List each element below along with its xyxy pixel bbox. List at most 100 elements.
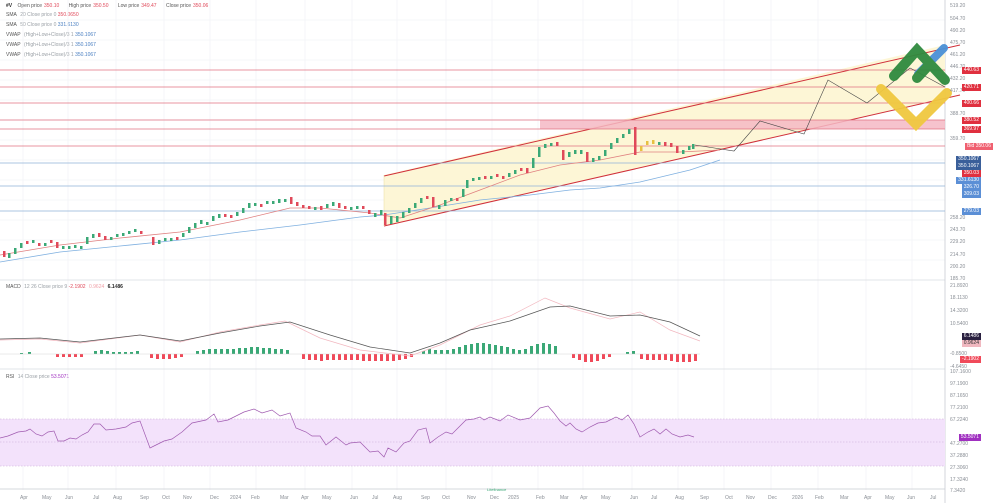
svg-text:Sep: Sep <box>421 495 430 501</box>
svg-text:Apr: Apr <box>20 495 28 501</box>
symbol-label: #V <box>6 3 13 9</box>
grid <box>0 0 945 490</box>
svg-text:2025: 2025 <box>508 495 519 501</box>
svg-text:Feb: Feb <box>536 495 545 501</box>
svg-text:Mar: Mar <box>840 495 849 501</box>
svg-text:14.3200: 14.3200 <box>950 308 968 314</box>
svg-text:2024: 2024 <box>230 495 241 501</box>
svg-text:Apr: Apr <box>301 495 309 501</box>
low-value: 349.47 <box>141 3 157 9</box>
svg-text:Aug: Aug <box>113 495 122 501</box>
svg-text:Jun: Jun <box>350 495 358 501</box>
litefinance-logo-icon <box>876 42 952 132</box>
rsi-band <box>0 419 945 466</box>
svg-text:Jun: Jun <box>65 495 73 501</box>
svg-text:Feb: Feb <box>815 495 824 501</box>
macd-signal-line <box>0 297 701 357</box>
svg-text:Nov: Nov <box>746 495 755 501</box>
svg-text:Sep: Sep <box>700 495 709 501</box>
macd-histogram <box>20 343 697 362</box>
svg-text:490.20: 490.20 <box>950 28 966 34</box>
rsi-legend[interactable]: RSI 14 Close price 53.5071 <box>6 374 70 380</box>
svg-text:214.70: 214.70 <box>950 252 966 258</box>
rsi-value-tag: 53.5071 <box>958 434 981 441</box>
vwap-tag-2: 350.1067 <box>956 163 981 170</box>
price-axis: 519.20 504.70 490.20 475.70 461.20 446.70 43… <box>950 3 966 282</box>
resistance-zone <box>540 120 945 129</box>
sma20-tag: 350.03 <box>961 170 981 177</box>
svg-text:200.20: 200.20 <box>950 264 966 270</box>
svg-text:May: May <box>42 495 52 501</box>
svg-text:Mar: Mar <box>560 495 569 501</box>
macd-axis: 21.8920 18.1130 14.3200 10.5400 -0.8500 -4.6… <box>950 283 968 370</box>
svg-text:Dec: Dec <box>768 495 777 501</box>
sma20-line <box>0 149 721 256</box>
channel-lower-line <box>383 94 961 227</box>
open-value: 350.10 <box>43 3 60 9</box>
macd-histogram-tag: -2.1902 <box>960 356 981 363</box>
time-axis: Apr May Jun Jul Aug Sep Oct Nov Dec 2024 Feb Mar… <box>20 495 936 501</box>
svg-text:Jul: Jul <box>93 495 99 501</box>
svg-text:Dec: Dec <box>490 495 499 501</box>
svg-text:Jul: Jul <box>930 495 936 501</box>
level-tag-420: 420.71 <box>961 84 981 91</box>
level-tag-309: 309.03 <box>961 191 981 198</box>
vwap-tag-1: 350.1067 <box>956 156 981 163</box>
high-value: 350.50 <box>93 3 109 9</box>
svg-text:417.70: 417.70 <box>950 88 966 94</box>
svg-text:107.1600: 107.1600 <box>950 369 971 375</box>
svg-text:388.70: 388.70 <box>950 111 966 117</box>
svg-text:18.1130: 18.1130 <box>950 295 968 301</box>
svg-text:27.3060: 27.3060 <box>950 465 968 471</box>
watermark-text: Litefinance <box>487 487 507 492</box>
macd-signal-tag: 0.9624 <box>961 340 981 347</box>
svg-text:Feb: Feb <box>251 495 260 501</box>
svg-text:7.3420: 7.3420 <box>950 488 966 494</box>
svg-text:258.20: 258.20 <box>950 215 966 221</box>
price-legend: #V Open price 350.10 High price 350.50 Low… <box>6 3 209 9</box>
svg-text:May: May <box>322 495 332 501</box>
svg-text:May: May <box>601 495 611 501</box>
level-tag-326: 326.70 <box>961 184 981 191</box>
price-channel <box>384 45 945 226</box>
svg-text:87.1650: 87.1650 <box>950 393 968 399</box>
svg-text:Apr: Apr <box>580 495 588 501</box>
svg-text:-4.6450: -4.6450 <box>950 364 967 370</box>
indicator-legend-vwap-2[interactable]: VWAP (High+Low+Close)/3 1 350.1067 <box>6 42 96 48</box>
sma50-tag: 331.6130 <box>956 177 981 184</box>
svg-text:243.70: 243.70 <box>950 227 966 233</box>
svg-text:Oct: Oct <box>442 495 450 501</box>
svg-text:Jun: Jun <box>907 495 915 501</box>
svg-text:Nov: Nov <box>183 495 192 501</box>
svg-text:Aug: Aug <box>393 495 402 501</box>
level-tag-279: 279.03 <box>961 208 981 215</box>
svg-text:Mar: Mar <box>280 495 289 501</box>
svg-text:May: May <box>885 495 895 501</box>
svg-text:77.2100: 77.2100 <box>950 405 968 411</box>
rsi-line <box>0 405 695 458</box>
macd-legend[interactable]: MACD 12 26 Close price 9 -2.1902 0.9624 … <box>6 284 123 290</box>
indicator-legend-vwap-3[interactable]: VWAP (High+Low+Close)/3 1 350.1067 <box>6 52 96 58</box>
level-tag-380: 380.52 <box>961 117 981 124</box>
svg-text:359.70: 359.70 <box>950 136 966 142</box>
svg-text:432.20: 432.20 <box>950 76 966 82</box>
svg-text:21.8920: 21.8920 <box>950 283 968 289</box>
svg-text:475.70: 475.70 <box>950 40 966 46</box>
svg-text:2026: 2026 <box>792 495 803 501</box>
svg-text:185.70: 185.70 <box>950 276 966 282</box>
candles <box>3 127 695 258</box>
svg-text:Jul: Jul <box>372 495 378 501</box>
close-value: 350.06 <box>192 3 209 9</box>
svg-text:229.20: 229.20 <box>950 239 966 245</box>
indicator-legend-vwap-1[interactable]: VWAP (High+Low+Close)/3 1 350.1067 <box>6 32 96 38</box>
svg-text:37.2880: 37.2880 <box>950 453 968 459</box>
svg-text:Apr: Apr <box>864 495 872 501</box>
sma50-line <box>0 159 721 263</box>
svg-text:Dec: Dec <box>210 495 219 501</box>
level-tag-440: 440.63 <box>961 67 981 74</box>
svg-text:461.20: 461.20 <box>950 52 966 58</box>
svg-text:504.70: 504.70 <box>950 16 966 22</box>
svg-text:67.2240: 67.2240 <box>950 417 968 423</box>
macd-line <box>0 305 701 354</box>
